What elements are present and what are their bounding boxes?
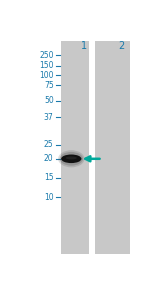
Bar [95, 41, 130, 254]
Ellipse shape [66, 156, 77, 159]
Text: 15: 15 [44, 173, 54, 182]
Text: 10: 10 [44, 193, 54, 202]
Text: 150: 150 [39, 61, 54, 70]
Ellipse shape [58, 150, 84, 167]
Text: 250: 250 [39, 51, 54, 60]
Text: 100: 100 [39, 71, 54, 80]
Text: 25: 25 [44, 140, 54, 149]
Text: 37: 37 [44, 113, 54, 122]
Ellipse shape [61, 154, 81, 163]
Text: 2: 2 [118, 41, 124, 51]
Text: 75: 75 [44, 81, 54, 90]
Bar [61, 41, 89, 254]
Ellipse shape [60, 152, 83, 166]
Text: 1: 1 [81, 41, 87, 51]
Text: 20: 20 [44, 154, 54, 163]
Text: 50: 50 [44, 96, 54, 105]
